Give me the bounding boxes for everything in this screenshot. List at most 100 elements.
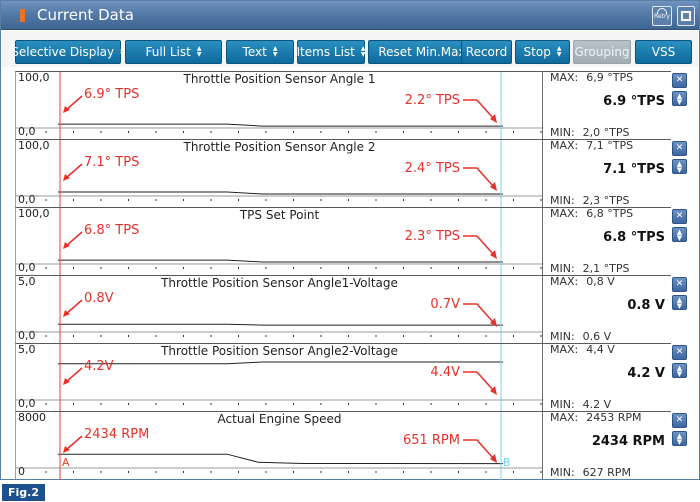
scale-min-label: 0 [18,465,25,478]
selective-display-button[interactable]: Selective Display ▲ ▼ [11,40,125,64]
scale-min-label: 0,0 [18,193,36,206]
reset-min-max-button[interactable]: Reset Min.Max [368,40,476,64]
annotation-arrowhead-b [490,318,497,327]
full-list-button[interactable]: Full List ▲ ▼ [125,40,222,64]
value-readout: MAX: 6,8 °TPS 6.8 °TPS MIN: 2,1 °TPS [543,207,671,275]
annotation-b-value: 651 RPM [402,433,460,448]
signal-graph[interactable]: 5,0 0,0 Throttle Position Sensor Angle1-Vo… [15,275,543,344]
annotation-arrowhead-a [63,242,70,249]
annotation-arrow-a [65,231,83,247]
move-up-down-icon[interactable]: ▲ ▼ [672,431,687,446]
move-up-down-icon[interactable]: ▲ ▼ [672,159,687,174]
remove-item-close-icon[interactable]: ✕ [672,413,687,428]
min-readout: MIN: 0.6 V [550,330,611,343]
value-readout: MAX: 2453 RPM 2434 RPM MIN: 627 RPM [543,411,671,479]
max-label: MAX: [550,139,579,152]
graph-plot [16,140,543,208]
scale-min-label: 0,0 [18,261,36,274]
annotation-arrow-a [65,163,83,179]
min-readout: MIN: 2,3 °TPS [550,194,630,207]
signal-graph[interactable]: 5,0 0,0 Throttle Position Sensor Angle2-Vo… [15,343,543,412]
cursor-a-label: A [62,456,70,469]
remove-item-close-icon[interactable]: ✕ [672,209,687,224]
min-readout: MIN: 2,0 °TPS [550,126,630,139]
panel-divider [542,343,543,411]
annotation-arrow-b [463,99,494,119]
annotation-a-value: 6.9° TPS [84,87,140,102]
scale-min-label: 0,0 [18,125,36,138]
title-bar: Current Data Retry [1,1,699,30]
value-readout: MAX: 6,9 °TPS 6.9 °TPS MIN: 2,0 °TPS [543,71,671,139]
remove-item-close-icon[interactable]: ✕ [672,141,687,156]
move-up-down-icon[interactable]: ▲ ▼ [672,227,687,242]
signal-graph[interactable]: 100,0 0,0 TPS Set Point 6.8° TPS 2.3° TPS [15,207,543,276]
scale-min-label: 0,0 [18,397,36,410]
max-readout: MAX: 6,9 °TPS [550,71,633,84]
max-value: 2453 RPM [586,411,642,424]
signal-name: TPS Set Point [239,208,320,222]
move-up-down-icon[interactable]: ▲ ▼ [672,295,687,310]
items-list-label: Items List [296,45,355,59]
signal-graph[interactable]: 100,0 0,0 Throttle Position Sensor Angle 1… [15,71,543,140]
annotation-arrowhead-b [490,386,497,395]
vss-button[interactable]: VSS [635,40,692,64]
min-value: 2,1 °TPS [582,262,630,275]
annotation-arrow-b [463,303,494,323]
annotation-a-value: 4.2V [84,359,114,374]
retry-label: Retry [654,13,670,20]
max-value: 7,1 °TPS [586,139,634,152]
max-label: MAX: [550,275,579,288]
signal-name: Throttle Position Sensor Angle 2 [183,140,376,154]
annotation-arrow-b [463,235,494,255]
graph-plot [16,344,543,412]
maximize-icon [681,11,691,21]
annotation-b-value: 2.2° TPS [404,93,460,108]
retry-button[interactable]: Retry [652,6,672,26]
scale-max-label: 5,0 [18,275,36,288]
annotation-arrow-a [65,95,83,111]
annotation-arrowhead-b [490,454,497,463]
up-down-stepper-icon: ▲ ▼ [556,45,562,58]
annotation-a-value: 2434 RPM [84,427,150,442]
signal-graph[interactable]: 100,0 0,0 Throttle Position Sensor Angle 2… [15,139,543,208]
scale-max-label: 100,0 [18,71,50,84]
stop-button[interactable]: Stop ▲ ▼ [515,40,570,64]
remove-item-close-icon[interactable]: ✕ [672,73,687,88]
text-button[interactable]: Text ▲ ▼ [226,40,294,64]
annotation-arrowhead-a [63,174,70,181]
annotation-arrowhead-a [63,106,70,113]
signal-line [58,323,503,326]
data-panel: 100,0 0,0 TPS Set Point 6.8° TPS 2.3° TPS MAX… [15,207,694,276]
signal-line [58,453,504,465]
figure-label: Fig.2 [2,484,45,501]
move-up-down-icon[interactable]: ▲ ▼ [672,91,687,106]
data-panel: 8000 0 Actual Engine Speed 2434 RPM 651 RPM A… [15,411,694,480]
annotation-a-value: 7.1° TPS [84,155,140,170]
data-panel: 5,0 0,0 Throttle Position Sensor Angle2-Vo… [15,343,694,412]
signal-graph[interactable]: 8000 0 Actual Engine Speed 2434 RPM 651 RPM A… [15,411,543,480]
annotation-b-value: 2.3° TPS [404,229,460,244]
current-value: 6.8 °TPS [603,230,665,245]
reset-min-max-label: Reset Min.Max [378,45,466,59]
min-label: MIN: [550,330,575,343]
graph-plot [16,276,543,344]
full-list-label: Full List [145,45,191,59]
title-marker-icon [20,9,25,22]
min-value: 627 RPM [582,466,631,479]
record-button[interactable]: Record [461,40,512,64]
min-label: MIN: [550,262,575,275]
max-value: 6,9 °TPS [586,71,634,84]
value-readout: MAX: 0,8 V 0.8 V MIN: 0.6 V [543,275,671,343]
remove-item-close-icon[interactable]: ✕ [672,345,687,360]
move-up-down-icon[interactable]: ▲ ▼ [672,363,687,378]
annotation-arrow-b [463,167,494,187]
up-down-stepper-icon: ▲ ▼ [196,45,202,58]
annotation-b-value: 2.4° TPS [404,161,460,176]
maximize-button[interactable] [677,6,695,26]
max-value: 6,8 °TPS [586,207,634,220]
remove-item-close-icon[interactable]: ✕ [672,277,687,292]
items-list-button[interactable]: Items List ▲ ▼ [296,40,366,64]
signal-line [58,191,503,195]
min-value: 2,3 °TPS [582,194,630,207]
max-label: MAX: [550,343,579,356]
